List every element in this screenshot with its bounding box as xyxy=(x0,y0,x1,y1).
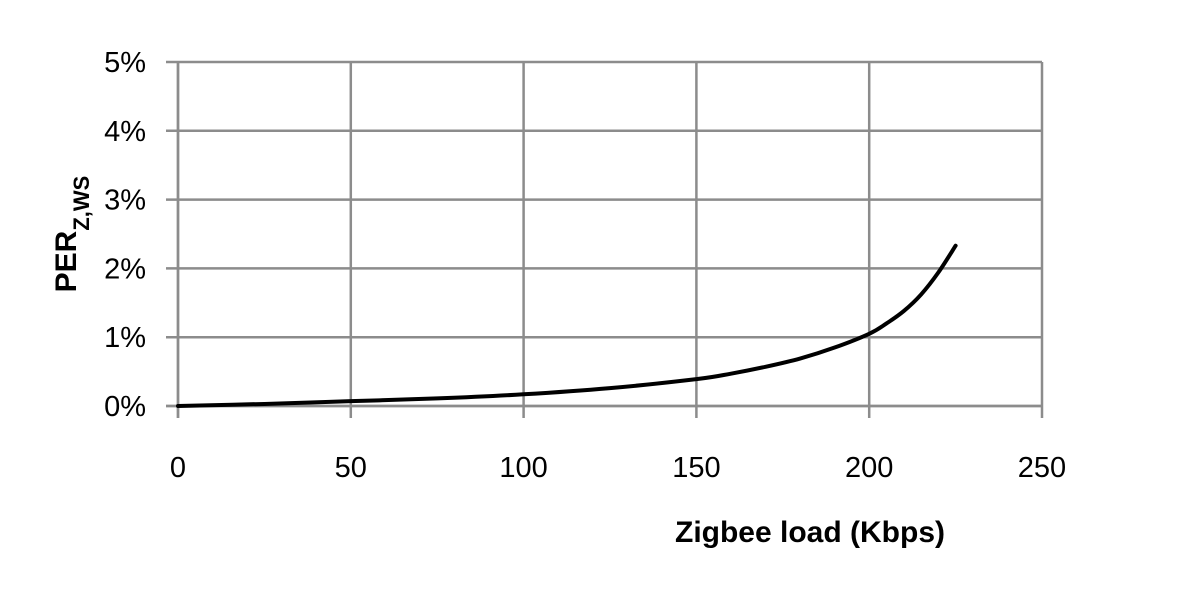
x-tick-label: 250 xyxy=(1018,452,1066,484)
axes xyxy=(166,62,1042,418)
x-axis-title: Zigbee load (Kbps) xyxy=(675,516,945,549)
x-tick-label: 150 xyxy=(672,452,720,484)
x-tick-labels: 0 50 100 150 200 250 xyxy=(170,452,1066,484)
x-tick-label: 0 xyxy=(170,452,186,484)
y-axis-title-subscript: Z,WS xyxy=(69,176,94,231)
y-tick-label: 0% xyxy=(104,391,146,423)
y-tick-labels: 0% 1% 2% 3% 4% 5% xyxy=(104,47,146,423)
series-layer xyxy=(176,243,958,408)
y-tick-label: 1% xyxy=(104,322,146,354)
y-tick-label: 4% xyxy=(104,116,146,148)
x-tick-label: 200 xyxy=(845,452,893,484)
y-axis-title-main: PER xyxy=(50,230,83,292)
horizontal-gridlines xyxy=(166,60,1042,408)
y-tick-label: 2% xyxy=(104,253,146,285)
series-line-0 xyxy=(176,243,958,408)
x-tick-label: 100 xyxy=(499,452,547,484)
vertical-gridlines xyxy=(176,62,1044,418)
x-tick-label: 50 xyxy=(335,452,367,484)
y-tick-label: 3% xyxy=(104,185,146,217)
y-tick-label: 5% xyxy=(104,47,146,79)
y-axis-title: PERZ,WS xyxy=(50,176,94,293)
